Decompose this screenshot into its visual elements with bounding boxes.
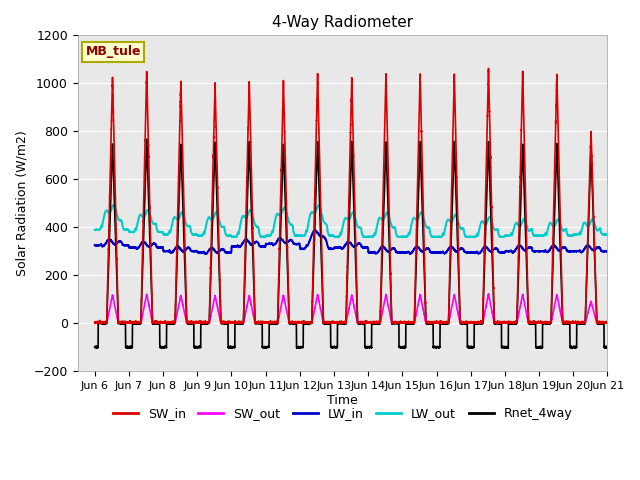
LW_out: [418, 210, 426, 216]
Legend: SW_in, SW_out, LW_in, LW_out, Rnet_4way: SW_in, SW_out, LW_in, LW_out, Rnet_4way: [108, 402, 577, 425]
LW_out: [510, 226, 518, 231]
Text: MB_tule: MB_tule: [86, 46, 141, 59]
SW_in: [91, 320, 99, 326]
LW_in: [91, 242, 99, 248]
LW_in: [604, 249, 611, 254]
Line: LW_out: LW_out: [95, 205, 607, 237]
LW_out: [490, 226, 498, 232]
Line: SW_out: SW_out: [95, 294, 607, 323]
LW_out: [91, 227, 99, 233]
Rnet_4way: [510, 320, 518, 326]
SW_out: [490, 319, 498, 324]
LW_in: [476, 250, 484, 255]
Title: 4-Way Radiometer: 4-Way Radiometer: [272, 15, 413, 30]
LW_in: [118, 240, 125, 245]
Rnet_4way: [604, 344, 611, 350]
SW_in: [490, 307, 498, 312]
SW_in: [484, 65, 492, 71]
LW_out: [118, 218, 125, 224]
LW_in: [311, 228, 319, 233]
LW_out: [503, 233, 511, 239]
SW_in: [476, 320, 484, 325]
SW_out: [476, 320, 484, 326]
Line: LW_in: LW_in: [95, 230, 607, 254]
SW_out: [510, 320, 518, 326]
SW_in: [503, 320, 511, 325]
Rnet_4way: [476, 320, 484, 326]
Rnet_4way: [490, 310, 498, 316]
Rnet_4way: [118, 321, 125, 326]
Rnet_4way: [143, 136, 150, 142]
SW_out: [418, 301, 426, 307]
Rnet_4way: [503, 344, 511, 350]
SW_in: [510, 320, 518, 326]
SW_in: [118, 320, 125, 326]
LW_out: [604, 232, 611, 238]
Rnet_4way: [91, 344, 99, 350]
SW_out: [91, 320, 99, 326]
LW_out: [110, 202, 118, 208]
LW_in: [202, 251, 209, 257]
LW_in: [510, 249, 518, 254]
SW_in: [91, 320, 99, 325]
Rnet_4way: [418, 197, 426, 203]
SW_out: [484, 291, 492, 297]
Rnet_4way: [504, 345, 512, 351]
SW_in: [604, 319, 611, 325]
LW_in: [503, 248, 511, 254]
X-axis label: Time: Time: [327, 394, 358, 407]
SW_in: [418, 152, 426, 158]
LW_in: [418, 249, 426, 254]
SW_out: [503, 320, 511, 326]
Line: Rnet_4way: Rnet_4way: [95, 139, 607, 348]
SW_out: [118, 320, 125, 326]
LW_in: [490, 246, 498, 252]
LW_out: [476, 223, 484, 229]
SW_out: [91, 320, 99, 326]
LW_out: [436, 234, 444, 240]
Line: SW_in: SW_in: [95, 68, 607, 323]
Y-axis label: Solar Radiation (W/m2): Solar Radiation (W/m2): [15, 131, 28, 276]
SW_out: [604, 320, 611, 326]
